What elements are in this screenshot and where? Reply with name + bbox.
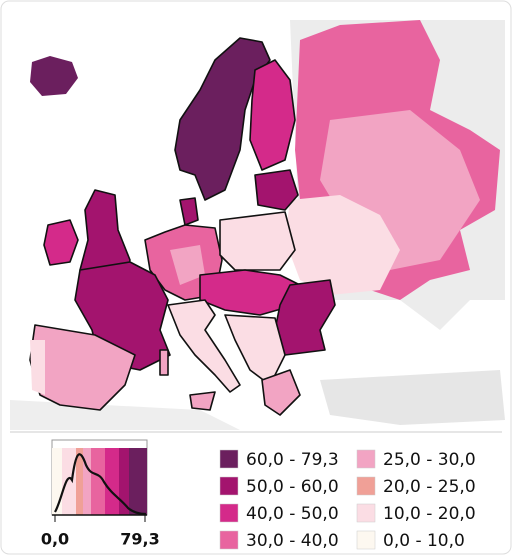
legend-swatch — [219, 503, 239, 523]
region-ireland — [43, 219, 79, 266]
hist-band — [129, 448, 147, 515]
region-sardinia — [159, 349, 169, 376]
legend-label: 60,0 - 79,3 — [246, 450, 339, 470]
map — [10, 20, 505, 430]
hist-band — [62, 448, 76, 515]
hist-min-label: 0,0 — [41, 530, 69, 549]
region-italy — [167, 299, 241, 393]
hist-max-label: 79,3 — [120, 530, 159, 549]
legend-label: 0,0 - 10,0 — [383, 531, 465, 551]
region-iceland — [30, 56, 78, 96]
hist-band — [76, 448, 83, 515]
region-denmark — [179, 197, 199, 226]
region-baltics — [254, 169, 299, 211]
legend-label: 20,0 - 25,0 — [383, 477, 476, 497]
legend-swatch — [219, 449, 239, 469]
hist-band — [83, 448, 91, 515]
region-greece — [261, 369, 301, 416]
region-poland — [219, 211, 296, 271]
region-sicily — [189, 391, 216, 411]
legend-label: 30,0 - 40,0 — [246, 531, 339, 551]
legend-swatch — [219, 476, 239, 496]
land-turkey — [320, 370, 505, 425]
legend-label: 10,0 - 20,0 — [383, 504, 476, 524]
legend-label: 40,0 - 50,0 — [246, 504, 339, 524]
legend-label: 50,0 - 60,0 — [246, 477, 339, 497]
legend-swatch — [356, 503, 376, 523]
density-curve — [54, 453, 147, 516]
legend-swatch — [356, 530, 376, 550]
region-finland — [249, 59, 296, 171]
region-germany-east — [170, 245, 205, 285]
legend-label: 25,0 - 30,0 — [383, 450, 476, 470]
hist-band — [52, 448, 62, 515]
histogram: 0,0 79,3 — [41, 439, 160, 549]
hist-band — [105, 448, 119, 515]
land-africa — [10, 400, 240, 430]
legend-swatch — [219, 530, 239, 550]
region-portugal — [30, 340, 45, 395]
hist-band — [91, 448, 105, 515]
hist-band — [119, 448, 129, 515]
legend: 60,0 - 79,3 50,0 - 60,0 40,0 - 50,0 30,0 - … — [219, 449, 476, 551]
legend-swatch — [356, 476, 376, 496]
legend-swatch — [356, 449, 376, 469]
region-ukraine — [285, 195, 400, 295]
region-romania-bulgaria — [274, 279, 336, 356]
